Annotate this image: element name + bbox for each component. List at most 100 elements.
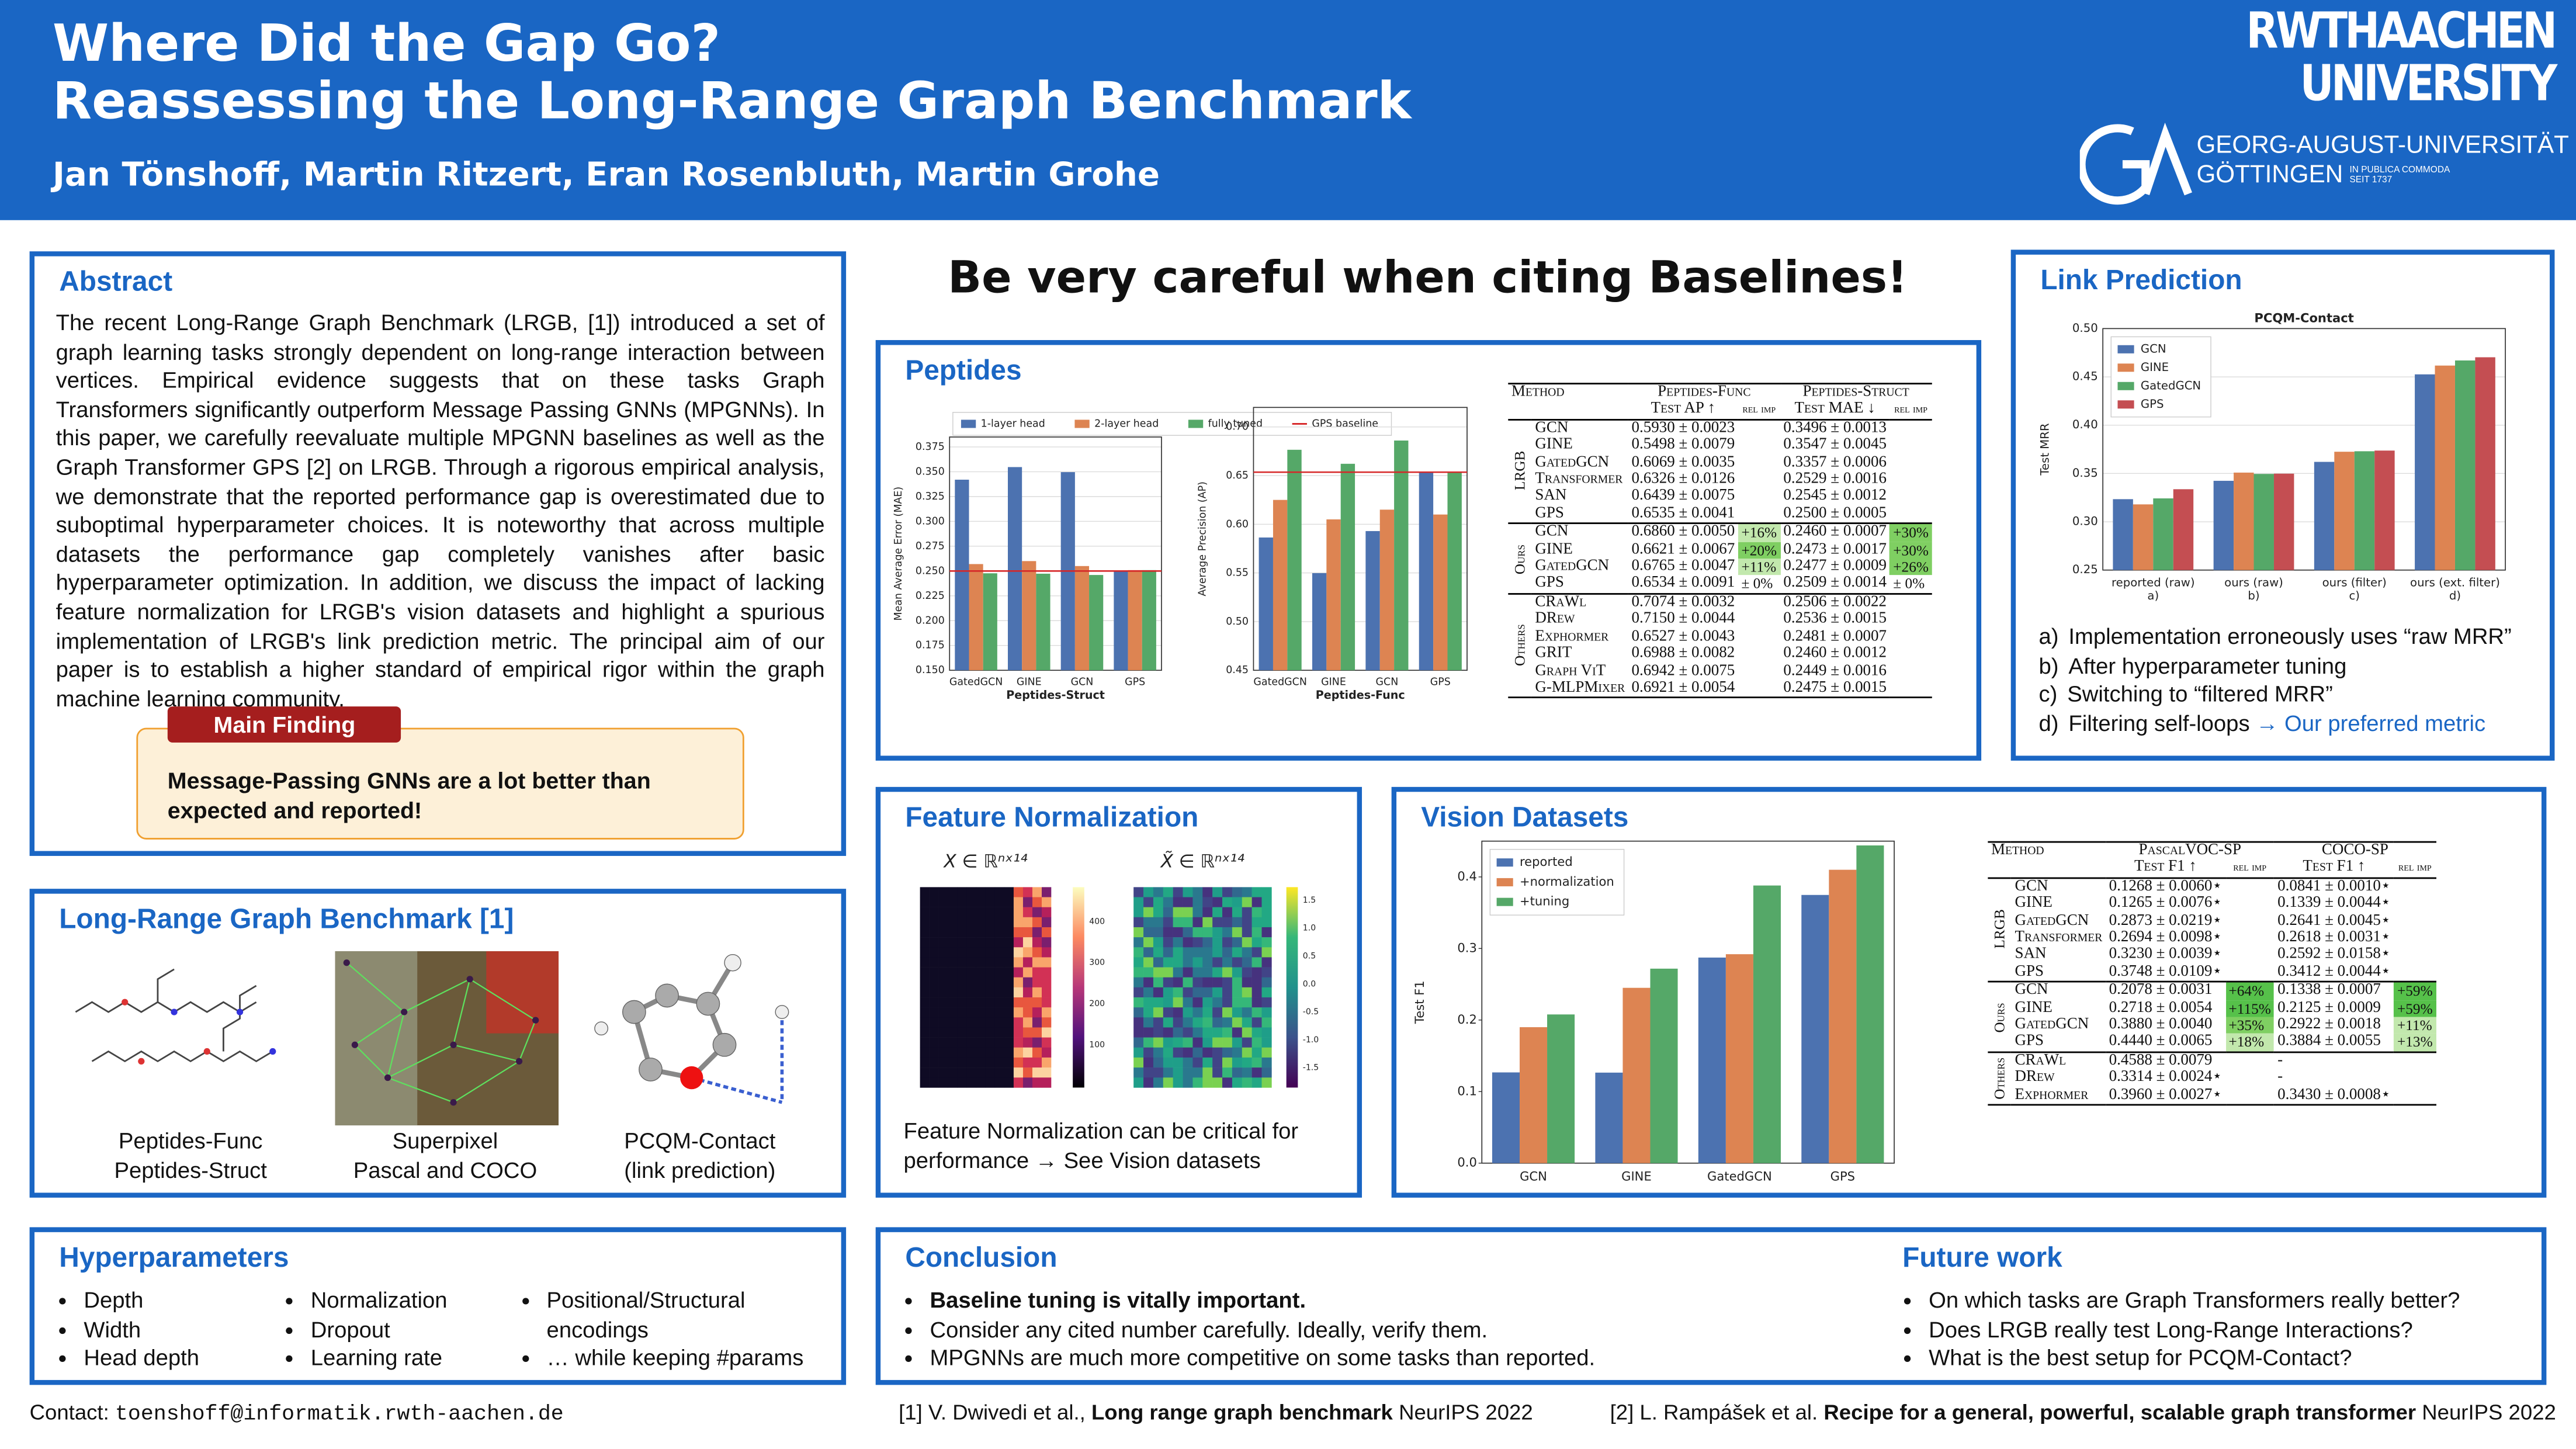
value-cell: 0.2473 ± 0.0017 <box>1783 540 1887 559</box>
value-cell <box>1738 472 1780 488</box>
value-cell <box>1738 418 1780 438</box>
value-cell: +20% <box>1738 541 1780 559</box>
value-cell: 0.2718 ± 0.0054 <box>2109 998 2213 1017</box>
table-row: GPS 0.6534 ± 0.0091 ± 0% 0.2509 ± 0.0014 ± 0… <box>1508 574 1932 594</box>
superpixel-nodes <box>343 959 539 1106</box>
value-cell <box>2225 1070 2275 1087</box>
header-cell: COCO-SP <box>2321 841 2388 859</box>
table-row: LRGB GCN 0.5930 ± 0.0023 0.3496 ± 0.0013 <box>1508 418 1932 524</box>
reference: [2] L. Rampášek et al. Recipe for a gene… <box>1610 1400 2556 1424</box>
table-row: G-MLPMixer 0.6921 ± 0.0054 0.2475 ± 0.0015 <box>1508 678 1932 698</box>
method-cell: GatedGCN <box>2015 911 2089 930</box>
header-cell: Peptides-Struct <box>1802 383 1909 401</box>
method-cell: DRew <box>1535 609 1575 628</box>
value-cell: 0.6988 ± 0.0082 <box>1631 644 1735 663</box>
method-cell: Exphormer <box>1535 627 1609 646</box>
method-cell: Transformer <box>1535 470 1623 488</box>
value-cell: - <box>2274 1051 2394 1070</box>
logo-text: IN PUBLICA COMMODA <box>2349 165 2450 176</box>
caption-line: Peptides-Struct <box>114 1157 267 1183</box>
panel-title: Link Prediction <box>2040 264 2242 296</box>
abstract-panel: Abstract The recent Long-Range Graph Ben… <box>29 251 847 856</box>
value-cell: 0.7074 ± 0.0032 <box>1628 592 1738 612</box>
panel-title: Hyperparameters <box>59 1242 289 1274</box>
value-cell <box>1738 592 1780 612</box>
table-row: Transformer 0.6326 ± 0.0126 0.2529 ± 0.001… <box>1508 470 1932 488</box>
panel-title: Future work <box>1902 1242 2062 1274</box>
header-cell <box>1508 401 1628 420</box>
list-item: a) Implementation erroneously uses “raw M… <box>2039 623 2549 651</box>
list: NormalizationDropoutLearning rate <box>285 1287 521 1373</box>
item-text: After hyperparameter tuning <box>2068 653 2347 678</box>
value-cell: 0.5930 ± 0.0023 <box>1628 418 1738 438</box>
molecule-3d-atoms <box>594 954 789 1081</box>
list-item: b) After hyperparameter tuning <box>2039 651 2549 680</box>
value-cell: 0.6621 ± 0.0067 <box>1631 540 1735 559</box>
method-cell: GatedGCN <box>1535 452 1610 471</box>
item-text: After hyperparameter tuning <box>2068 651 2346 680</box>
list: Positional/Structural encodings… while k… <box>521 1287 847 1373</box>
method-cell: CRaWl <box>2011 1051 2106 1070</box>
table-row: SAN 0.6439 ± 0.0075 0.2545 ± 0.0012 <box>1508 487 1932 505</box>
method-cell: G-MLPMixer <box>1535 678 1625 696</box>
list-item: Head depth <box>84 1344 284 1373</box>
logo-text: SEIT 1737 <box>2349 175 2393 186</box>
value-cell <box>2225 930 2275 947</box>
value-cell: 0.6921 ± 0.0054 <box>1631 678 1735 696</box>
value-cell: 0.2449 ± 0.0016 <box>1783 661 1887 680</box>
superpixel-graph <box>346 962 536 1103</box>
caption: Superpixel Pascal and COCO <box>322 1127 568 1185</box>
table-row: Others CRaWl 0.4588 ± 0.0079 - <box>1988 1051 2436 1105</box>
lrgb-images <box>75 951 789 1126</box>
method-cell: Transformer <box>2015 928 2103 947</box>
value-cell: +64% <box>2225 981 2275 1000</box>
table-row: DRew 0.7150 ± 0.0044 0.2536 ± 0.0015 <box>1508 609 1932 629</box>
item-text: Filtering self-loops → Our preferred met… <box>2068 709 2485 738</box>
caption-line: Superpixel <box>392 1128 498 1153</box>
value-cell: 0.3230 ± 0.0039⋆ <box>2109 945 2223 963</box>
list-item: Learning rate <box>311 1344 521 1373</box>
header-cell: PascalVOC-SP <box>2138 841 2242 859</box>
subheader-cell: Test AP ↑ <box>1651 400 1716 418</box>
value-cell <box>1890 629 1932 646</box>
value-cell: 0.1338 ± 0.0007 <box>2274 981 2394 1000</box>
value-cell: +115% <box>2225 1000 2275 1017</box>
value-cell <box>2394 1070 2436 1087</box>
value-cell: 0.3412 ± 0.0044⋆ <box>2277 962 2391 981</box>
group-label: Ours <box>1508 524 1532 594</box>
table-row: GINE 0.5498 ± 0.0079 0.3547 ± 0.0045 <box>1508 436 1932 455</box>
logo-motto: IN PUBLICA COMMODA SEIT 1737 <box>2349 166 2450 186</box>
value-cell <box>2225 947 2275 964</box>
item-label: b) <box>2038 653 2059 678</box>
method-cell: GPS <box>1535 504 1564 522</box>
future-list: On which tasks are Graph Transformers re… <box>1902 1287 2527 1373</box>
caption: Feature Normalization can be critical fo… <box>903 1118 1299 1173</box>
conclusion-panel: Conclusion Baseline tuning is vitally im… <box>875 1227 2547 1385</box>
value-cell: - <box>2277 1068 2283 1087</box>
conclusion-list: Baseline tuning is vitally important.Con… <box>904 1287 1824 1373</box>
method-cell: DRew <box>2015 1068 2055 1087</box>
table-row: GPS 0.4440 ± 0.0065 +18% 0.3884 ± 0.0055 +13… <box>1988 1032 2436 1052</box>
header-cell: Method <box>1511 383 1565 401</box>
value-cell: 0.3884 ± 0.0055 <box>2277 1032 2381 1051</box>
item-highlight: → Our preferred metric <box>2256 710 2486 736</box>
value-cell <box>2225 896 2275 913</box>
value-cell: 0.2477 ± 0.0009 <box>1783 557 1887 576</box>
subheader-row: Test F1 ↑ rel imp Test F1 ↑ rel imp <box>1988 859 2436 878</box>
value-cell: 0.6069 ± 0.0035 <box>1631 452 1735 471</box>
table-row: Exphormer 0.3960 ± 0.0027⋆ 0.3430 ± 0.0008… <box>1988 1085 2436 1105</box>
atoms <box>122 999 276 1065</box>
item-label: d) <box>2038 710 2059 736</box>
table-row: GPS 0.6535 ± 0.0041 0.2500 ± 0.0005 <box>1508 504 1932 524</box>
item-label: c) <box>2038 682 2058 707</box>
list-item: What is the best setup for PCQM-Contact? <box>1929 1344 2527 1373</box>
value-cell <box>2394 896 2436 913</box>
superpixel-image <box>486 951 559 1034</box>
value-cell: +13% <box>2394 1034 2436 1052</box>
method-cell: GPS <box>1535 574 1564 592</box>
value-cell: 0.2536 ± 0.0015 <box>1783 609 1887 628</box>
value-cell: 0.3960 ± 0.0027⋆ <box>2109 1085 2223 1104</box>
caption-line: (link prediction) <box>624 1157 776 1183</box>
table-row: Graph ViT 0.6942 ± 0.0075 0.2449 ± 0.0016 <box>1508 661 1932 680</box>
